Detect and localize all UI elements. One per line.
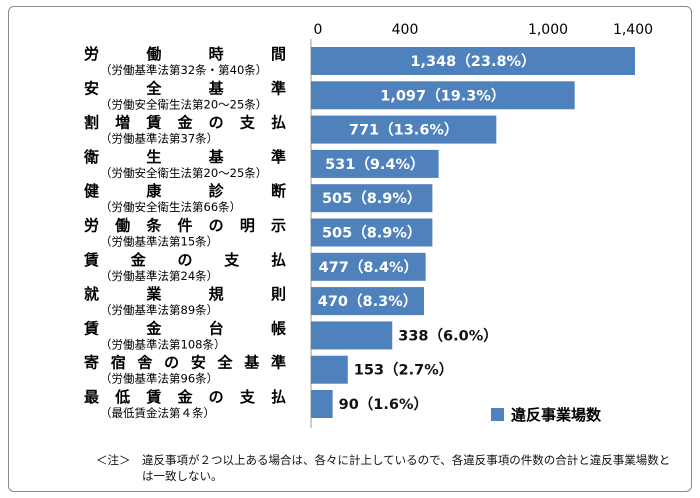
x-tick-label: 1,400 (613, 22, 653, 38)
category-sublabel: （労働基準法第108条） (100, 337, 225, 351)
category-sublabel: （労働安全衛生法第66条） (100, 200, 241, 214)
category-label: 安 全 基 準 (84, 79, 286, 97)
category-label: 衛 生 基 準 (83, 148, 286, 166)
x-tick-label: 400 (392, 22, 419, 38)
legend-label: 違反事業場数 (511, 406, 602, 424)
category-sublabel: （労働安全衛生法第20～25条） (100, 97, 267, 111)
bar (311, 115, 497, 144)
legend-swatch (491, 408, 504, 421)
data-label: 1,097（19.3%） (380, 86, 505, 104)
bar (311, 149, 439, 178)
footnote-prefix: ＜注＞ (96, 453, 131, 467)
category-label: 賃 金 台 帳 (83, 319, 286, 337)
category-sublabel: （労働基準法第15条） (100, 235, 218, 249)
category-sublabel: （労働基準法第96条） (100, 372, 218, 386)
category-sublabel: （労働基準法第24条） (100, 269, 218, 283)
data-label: 1,348（23.8%） (410, 52, 535, 70)
bar (311, 184, 433, 213)
data-label: 338（6.0%） (398, 326, 497, 344)
category-label: 健 康 診 断 (84, 182, 286, 200)
data-label: 505（8.9%） (322, 189, 421, 207)
bar (311, 252, 426, 281)
category-sublabel: （労働基準法第32条・第40条） (100, 63, 267, 77)
category-label: 寄 宿 舎 の 安 全 基 準 (84, 354, 286, 372)
category-label: 割 増 賃 金 の 支 払 (84, 114, 286, 132)
bar (311, 321, 393, 350)
x-axis-ticks: 0 400 1,000 1,400 (314, 22, 654, 38)
bar (311, 218, 433, 247)
data-label: 505（8.9%） (322, 224, 421, 242)
legend: 違反事業場数 (491, 406, 602, 424)
bar (311, 47, 635, 75)
data-label: 470（8.3%） (318, 292, 417, 310)
bar (311, 287, 424, 316)
category-label: 賃 金 の 支 払 (83, 251, 286, 269)
category-sublabel: （最低賃金法第４条） (100, 406, 215, 420)
bar (311, 390, 333, 418)
bar (311, 81, 575, 110)
category-label: 最 低 賃 金 の 支 払 (84, 388, 286, 406)
category-sublabel: （労働基準法第37条） (100, 132, 218, 146)
x-tick-label: 1,000 (528, 22, 568, 38)
category-label: 労 働 時 間 (84, 45, 286, 63)
category-labels: 労 働 時 間（労働基準法第32条・第40条）安 全 基 準（労働安全衛生法第2… (83, 45, 286, 420)
data-label: 153（2.7%） (354, 361, 453, 379)
data-label: 771（13.6%） (349, 121, 459, 139)
bar (311, 355, 348, 384)
data-label: 531（9.4%） (325, 155, 424, 173)
data-label: 477（8.4%） (319, 258, 418, 276)
data-label: 90（1.6%） (339, 395, 428, 413)
footnote-text: 違反事項が２つ以上ある場合は、各々に計上しているので、各違反事項の件数の合計と違… (142, 453, 671, 483)
x-tick-label: 0 (314, 22, 323, 38)
category-sublabel: （労働安全衛生法第20～25条） (100, 166, 267, 180)
category-sublabel: （労働基準法第89条） (100, 303, 218, 317)
bars: 1,348（23.8%） 1,097（19.3%） 771（13.6%） 531（9.… (311, 47, 635, 418)
category-label: 労 働 条 件 の 明 示 (84, 217, 286, 235)
category-label: 就 業 規 則 (84, 285, 286, 303)
